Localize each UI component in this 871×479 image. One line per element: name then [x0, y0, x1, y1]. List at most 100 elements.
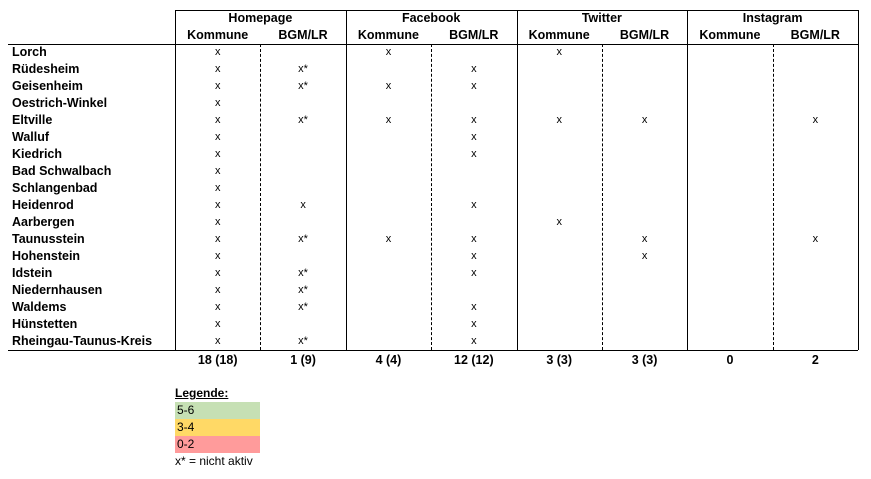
group-header: Homepage [228, 11, 293, 25]
cell-mark: x [471, 114, 477, 126]
cell-mark: x [214, 250, 221, 262]
cell-mark: x* [298, 80, 308, 92]
cell-mark: x [214, 318, 221, 330]
cell-mark: x [214, 216, 221, 228]
divider [431, 44, 433, 350]
cell-mark: x [214, 233, 221, 245]
border [516, 10, 518, 350]
cell-mark: x [214, 182, 221, 194]
sub-header: Kommune [528, 28, 590, 42]
row-label: Idstein [12, 266, 53, 280]
cell-mark: x [214, 301, 221, 313]
border [8, 44, 858, 45]
total: 3 (3) [631, 353, 658, 367]
row-label: Walluf [12, 130, 50, 144]
cell-mark: x [641, 233, 648, 245]
cell-mark: x* [298, 233, 308, 245]
cell-mark: x [385, 233, 392, 245]
cell-mark: x* [298, 284, 308, 296]
row-label: Rheingau-Taunus-Kreis [12, 334, 153, 348]
cell-mark: x* [298, 114, 308, 126]
legend-note: x* = nicht aktiv [175, 454, 253, 468]
cell-mark: x [812, 233, 819, 245]
group-header: Instagram [742, 11, 803, 25]
cell-mark: x [385, 114, 392, 126]
cell-mark: x [214, 97, 221, 109]
cell-mark: x [214, 335, 221, 347]
row-label: Oestrich-Winkel [12, 96, 108, 110]
total: 12 (12) [454, 353, 494, 367]
sub-header: BGM/LR [278, 28, 328, 42]
cell-mark: x [471, 301, 477, 313]
row-label: Taunusstein [12, 232, 85, 246]
divider [772, 44, 774, 350]
sub-header: Kommune [357, 28, 419, 42]
cell-mark: x [471, 199, 477, 211]
cell-mark: x* [298, 63, 308, 75]
cell-mark: x [385, 80, 392, 92]
total: 18 (18) [197, 353, 238, 367]
cell-mark: x* [298, 335, 308, 347]
border [858, 10, 859, 350]
row-label: Hohenstein [12, 249, 81, 263]
cell-mark: x [556, 114, 562, 126]
sub-header: Kommune [187, 28, 249, 42]
sub-header: BGM/LR [619, 28, 670, 42]
legend-item: 5-6 [175, 402, 260, 419]
cell-mark: x [641, 114, 648, 126]
cell-mark: x [300, 199, 306, 211]
cell-mark: x [471, 148, 477, 160]
cell-mark: x [214, 46, 221, 58]
border [687, 10, 689, 350]
cell-mark: x [471, 267, 477, 279]
cell-mark: x [214, 284, 221, 296]
total: 2 [811, 353, 819, 367]
cell-mark: x [471, 131, 477, 143]
divider [601, 44, 603, 350]
cell-mark: x [471, 335, 477, 347]
cell-mark: x [214, 80, 221, 92]
cell-mark: x* [298, 267, 308, 279]
total: 1 (9) [290, 353, 316, 367]
row-label: Niedernhausen [12, 283, 103, 297]
row-label: Waldems [12, 300, 67, 314]
cell-mark: x [385, 46, 392, 58]
group-header: Twitter [581, 11, 622, 25]
cell-mark: x [471, 318, 477, 330]
row-label: Aarbergen [12, 215, 75, 229]
cell-mark: x [556, 216, 562, 228]
border [8, 350, 858, 351]
row-label: Geisenheim [12, 79, 83, 93]
cell-mark: x [214, 148, 221, 160]
total: 0 [726, 353, 734, 367]
total: 4 (4) [375, 353, 402, 367]
cell-mark: x [812, 114, 819, 126]
sub-header: BGM/LR [790, 28, 840, 42]
cell-mark: x [641, 250, 648, 262]
group-header: Facebook [401, 11, 461, 25]
cell-mark: x [214, 63, 221, 75]
cell-mark: x [214, 267, 221, 279]
row-label: Kiedrich [12, 147, 63, 161]
legend-title: Legende: [175, 386, 229, 400]
cell-mark: x [556, 46, 562, 58]
sub-header: BGM/LR [449, 28, 499, 42]
row-label: Hünstetten [12, 317, 78, 331]
cell-mark: x [214, 131, 221, 143]
cell-mark: x [471, 80, 477, 92]
divider [260, 44, 262, 350]
row-label: Eltville [12, 113, 53, 127]
row-label: Bad Schwalbach [12, 164, 112, 178]
row-label: Schlangenbad [12, 181, 98, 195]
row-label: Heidenrod [12, 198, 74, 212]
legend-item: 0-2 [175, 436, 260, 453]
cell-mark: x [471, 233, 477, 245]
row-label: Rüdesheim [12, 62, 80, 76]
cell-mark: x [214, 199, 221, 211]
border [175, 10, 176, 350]
cell-mark: x [214, 114, 221, 126]
border [345, 10, 347, 350]
legend-item: 3-4 [175, 419, 260, 436]
sub-header: Kommune [699, 28, 761, 42]
